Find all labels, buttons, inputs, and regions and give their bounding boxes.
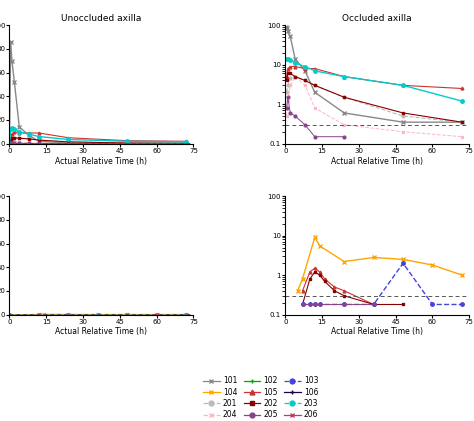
X-axis label: Actual Relative Time (h): Actual Relative Time (h) xyxy=(331,328,423,336)
Legend: 101, 104, 201, 204, 102, 105, 202, 205, 103, 106, 203, 206: 101, 104, 201, 204, 102, 105, 202, 205, … xyxy=(201,375,320,421)
Title: Occluded axilla: Occluded axilla xyxy=(343,14,412,23)
X-axis label: Actual Relative Time (h): Actual Relative Time (h) xyxy=(55,328,147,336)
X-axis label: Actual Relative Time (h): Actual Relative Time (h) xyxy=(331,157,423,165)
X-axis label: Actual Relative Time (h): Actual Relative Time (h) xyxy=(55,157,147,165)
Title: Unoccluded axilla: Unoccluded axilla xyxy=(61,14,142,23)
